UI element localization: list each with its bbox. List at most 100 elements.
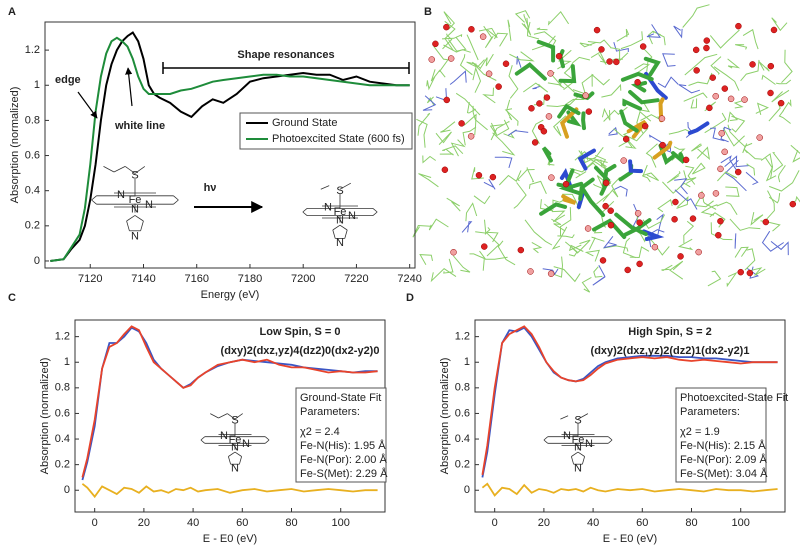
heme-stick [622, 98, 643, 111]
fit-text: Fe-S(Met): 3.04 Å [680, 467, 768, 480]
bond [593, 266, 603, 278]
bond [490, 120, 510, 141]
bond [372, 208, 378, 213]
bond [526, 169, 535, 183]
water [555, 52, 563, 60]
bond [570, 170, 587, 179]
x-tick-label: 7120 [78, 273, 102, 285]
water [689, 215, 697, 222]
fit-text: Fe-N(Por): 2.00 Å [300, 453, 387, 466]
water [441, 166, 449, 174]
bond [523, 17, 532, 36]
bond [694, 194, 714, 208]
water [447, 55, 455, 62]
series-line [50, 31, 410, 262]
bond [690, 98, 698, 109]
bond [674, 178, 688, 195]
bond [657, 76, 679, 88]
bond [744, 248, 756, 271]
water [481, 243, 488, 250]
water [543, 94, 551, 101]
water [606, 58, 613, 65]
bond [200, 436, 206, 441]
heme-stick [539, 202, 568, 216]
bond [734, 233, 737, 249]
bond [509, 51, 535, 62]
water [721, 148, 728, 156]
bond [546, 96, 579, 108]
y-tick-label: 0.8 [55, 382, 70, 394]
heme-stick [558, 64, 577, 84]
bond [713, 66, 740, 91]
x-tick-label: 0 [492, 517, 498, 529]
bond [674, 189, 698, 210]
bond [523, 14, 531, 30]
bond [103, 166, 115, 173]
water [641, 122, 649, 130]
bond [727, 58, 741, 69]
bond [710, 56, 722, 75]
water [651, 243, 659, 251]
annotation-arrow [77, 91, 98, 119]
x-tick-label: 80 [285, 517, 297, 529]
bond [560, 415, 569, 420]
bond [588, 158, 609, 172]
heme-stick [541, 146, 553, 163]
bond [508, 65, 519, 99]
water [479, 33, 487, 40]
water [698, 192, 705, 199]
water [712, 92, 719, 100]
bond [517, 167, 528, 182]
bond [771, 89, 790, 103]
water [717, 217, 724, 225]
bond [553, 256, 564, 278]
series-line [481, 326, 778, 478]
fit-text: χ2 = 1.9 [680, 426, 720, 438]
bond [134, 215, 144, 222]
series-line [50, 36, 410, 262]
fit-text: Parameters: [300, 406, 360, 418]
water [607, 221, 615, 229]
y-tick-label: 1.2 [55, 331, 70, 343]
atom-label: N [563, 430, 571, 442]
atom-label: N [145, 199, 153, 211]
series-line [481, 482, 778, 497]
bond [771, 17, 788, 32]
bond [504, 108, 519, 126]
atom-label: N [231, 442, 239, 454]
water [703, 44, 710, 52]
bond [592, 265, 606, 286]
y-tick-label: 1.2 [25, 44, 40, 56]
y-tick-label: 0.4 [25, 185, 40, 197]
y-axis-label: Absorption (normalized) [39, 358, 51, 475]
atom-label: N [131, 204, 139, 216]
heme-stick [641, 229, 665, 241]
bond [726, 271, 738, 288]
panel-label: C [8, 292, 16, 304]
panel-label: A [8, 6, 16, 18]
heme-stick [536, 39, 556, 63]
bond [531, 119, 544, 145]
bond [761, 74, 776, 85]
bond [469, 253, 485, 271]
bond [647, 30, 654, 45]
bond [579, 41, 597, 48]
water [682, 156, 690, 164]
bond [571, 451, 579, 457]
bond [758, 61, 770, 72]
atom-label: N [336, 237, 344, 249]
water [432, 40, 439, 48]
bond [577, 451, 585, 457]
bond [339, 182, 351, 190]
bond [444, 20, 456, 51]
bond [450, 139, 466, 157]
atom-label: N [574, 442, 582, 454]
water [602, 179, 610, 187]
water [562, 180, 570, 188]
bond [751, 267, 766, 276]
y-tick-label: 0.8 [455, 382, 470, 394]
x-tick-label: 60 [636, 517, 648, 529]
